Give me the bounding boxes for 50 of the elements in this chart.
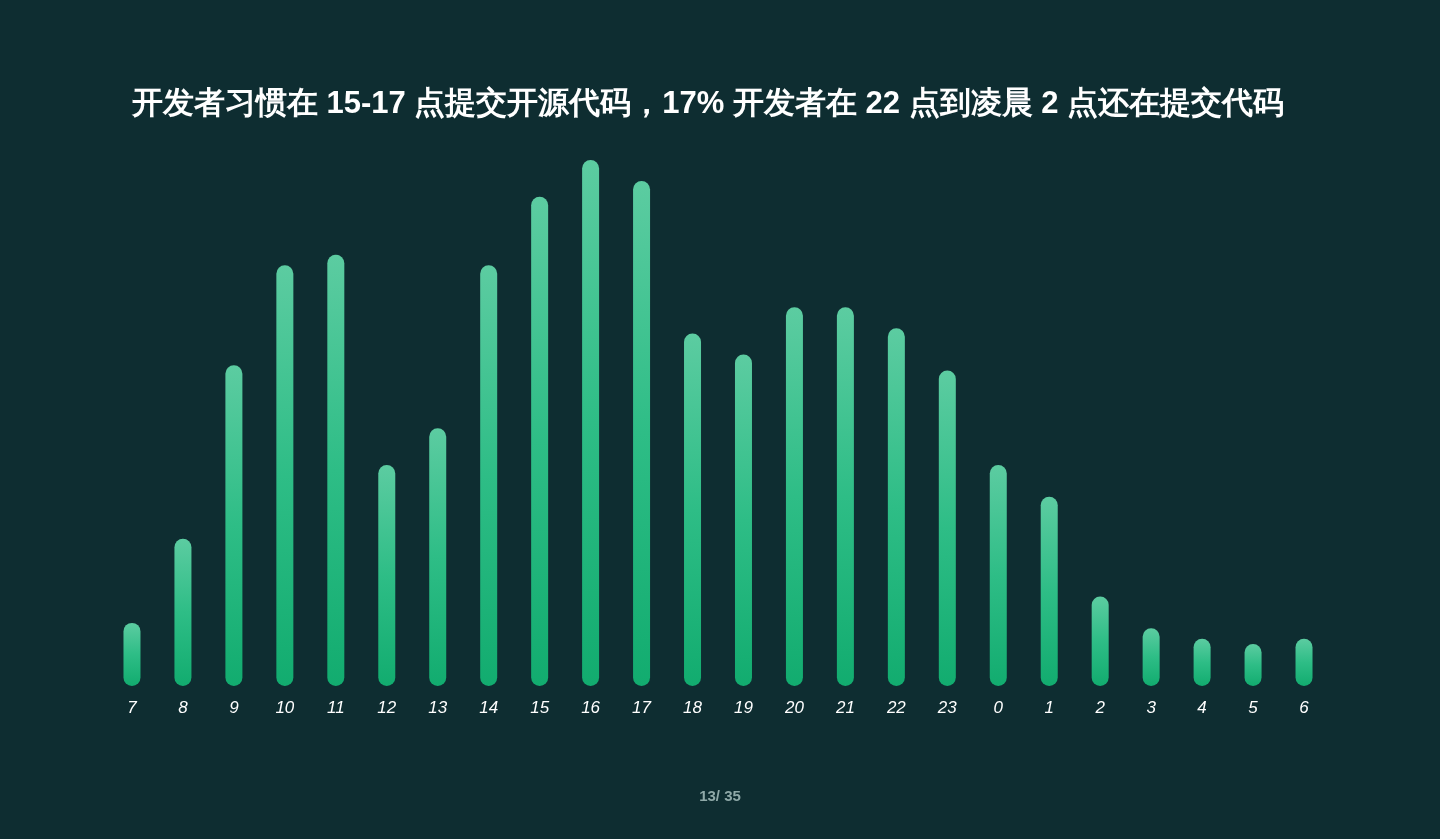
bar [480,265,498,686]
bar [887,328,905,686]
bar [785,307,803,686]
bar [1193,638,1211,686]
bar [531,196,549,686]
x-tick-label: 10 [275,698,295,717]
bar [582,160,600,686]
x-tick-label: 2 [1094,698,1106,717]
x-tick-label: 5 [1248,698,1259,717]
bar [1244,643,1262,686]
bar [276,265,294,686]
x-tick-label: 1 [1044,698,1054,717]
x-tick-label: 11 [326,698,345,717]
x-tick-label: 15 [530,698,550,717]
bar [1091,596,1109,686]
bar [123,622,141,686]
text: 13/ 35 [699,787,741,804]
x-tick-label: 23 [936,698,958,717]
x-tick-label: 3 [1146,698,1157,717]
bar [174,538,192,686]
x-tick-label: 13 [428,698,448,717]
bar [1040,496,1058,686]
x-tick-label: 14 [479,698,499,717]
chart-title: 开发者习惯在 15-17 点提交开源代码，17% 开发者在 22 点到凌晨 2 点还在提交代码 [130,85,1285,120]
x-tick-label: 22 [885,698,907,717]
bar [836,307,854,686]
x-tick-label: 0 [993,698,1004,717]
bar [989,465,1007,686]
bar [633,181,651,686]
x-tick-label: 9 [229,698,240,717]
x-tick-label: 16 [581,698,601,717]
x-tick-label: 17 [632,698,652,717]
x-tick-label: 18 [683,698,703,717]
x-tick-label: 6 [1299,698,1310,717]
bar [684,333,702,686]
bar [378,465,396,686]
x-tick-label: 20 [783,698,805,717]
x-tick-label: 4 [1197,698,1207,717]
bar [938,370,956,686]
bar [225,365,243,686]
x-tick-label: 12 [377,698,397,717]
bar [429,428,447,686]
x-tick-label: 7 [127,698,138,717]
bar [327,254,345,686]
x-tick-label: 8 [178,698,189,717]
x-tick-label: 19 [734,698,754,717]
bar [734,354,752,686]
bar [1295,638,1313,686]
bar [1142,628,1160,686]
x-tick-label: 21 [834,698,855,717]
